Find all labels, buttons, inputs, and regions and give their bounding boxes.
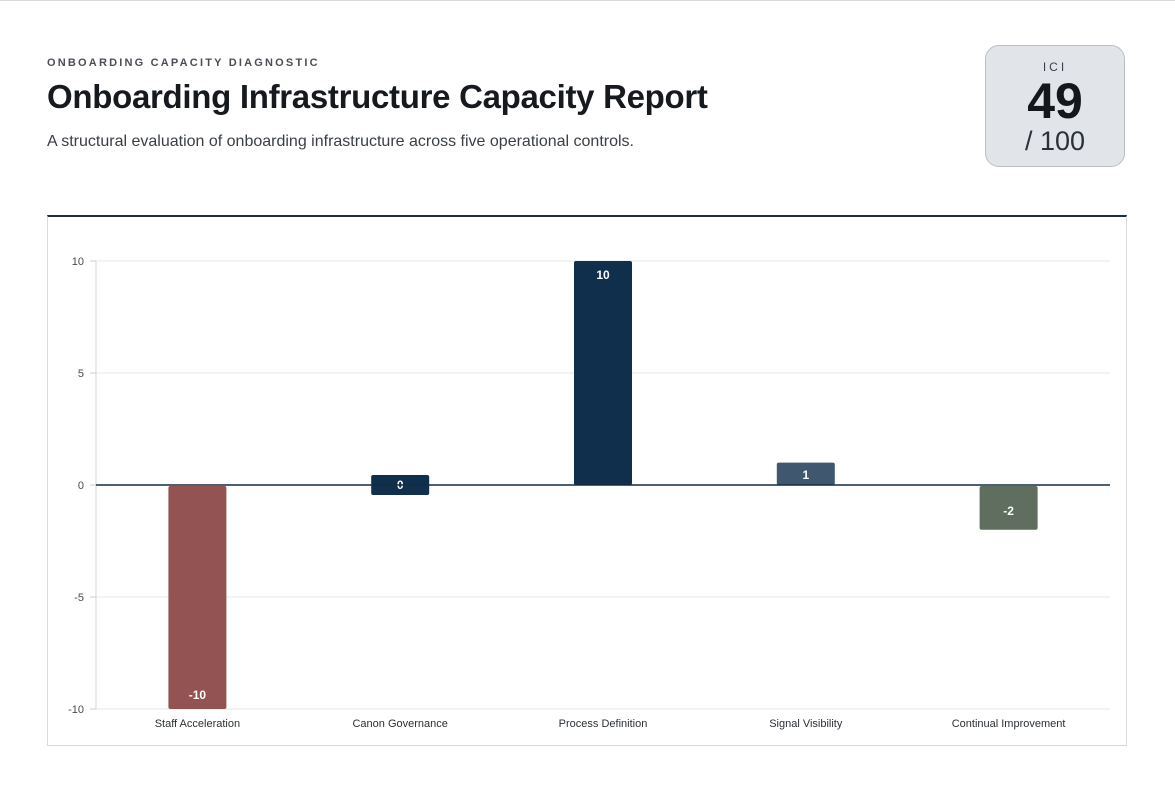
y-tick-label: -5 — [74, 592, 84, 604]
x-category-label: Staff Acceleration — [155, 718, 240, 730]
bar — [168, 486, 227, 709]
report-subtitle: A structural evaluation of onboarding in… — [47, 133, 634, 150]
report-eyebrow: ONBOARDING CAPACITY DIAGNOSTIC — [47, 57, 320, 69]
score-max: / 100 — [1024, 126, 1086, 156]
ici-score-card: ICI 49 / 100 — [985, 45, 1125, 167]
y-tick-label: 0 — [78, 480, 84, 492]
report-title: Onboarding Infrastructure Capacity Repor… — [47, 78, 708, 115]
y-tick-label: 10 — [72, 256, 84, 268]
top-divider — [0, 0, 1175, 1]
bar — [979, 486, 1038, 530]
bar-value-label: 10 — [596, 268, 610, 282]
y-tick-label: -10 — [68, 704, 84, 716]
score-label: ICI — [1042, 60, 1068, 74]
bar — [776, 462, 835, 485]
x-category-label: Continual Improvement — [952, 718, 1066, 730]
y-tick-label: 5 — [78, 368, 84, 380]
chart-frame: 10 5 0 -5 -10 -10 Staff Acceleration 0 Canon Gov… — [47, 215, 1127, 746]
x-category-label: Process Definition — [559, 718, 648, 730]
score-value: 49 — [1027, 73, 1083, 129]
bar — [574, 261, 632, 485]
x-category-label: Signal Visibility — [769, 718, 843, 730]
x-category-label: Canon Governance — [352, 718, 447, 730]
bar-value-label: -2 — [1003, 504, 1014, 518]
bar-value-label: 1 — [802, 468, 809, 482]
bar-value-label: -10 — [189, 688, 207, 702]
